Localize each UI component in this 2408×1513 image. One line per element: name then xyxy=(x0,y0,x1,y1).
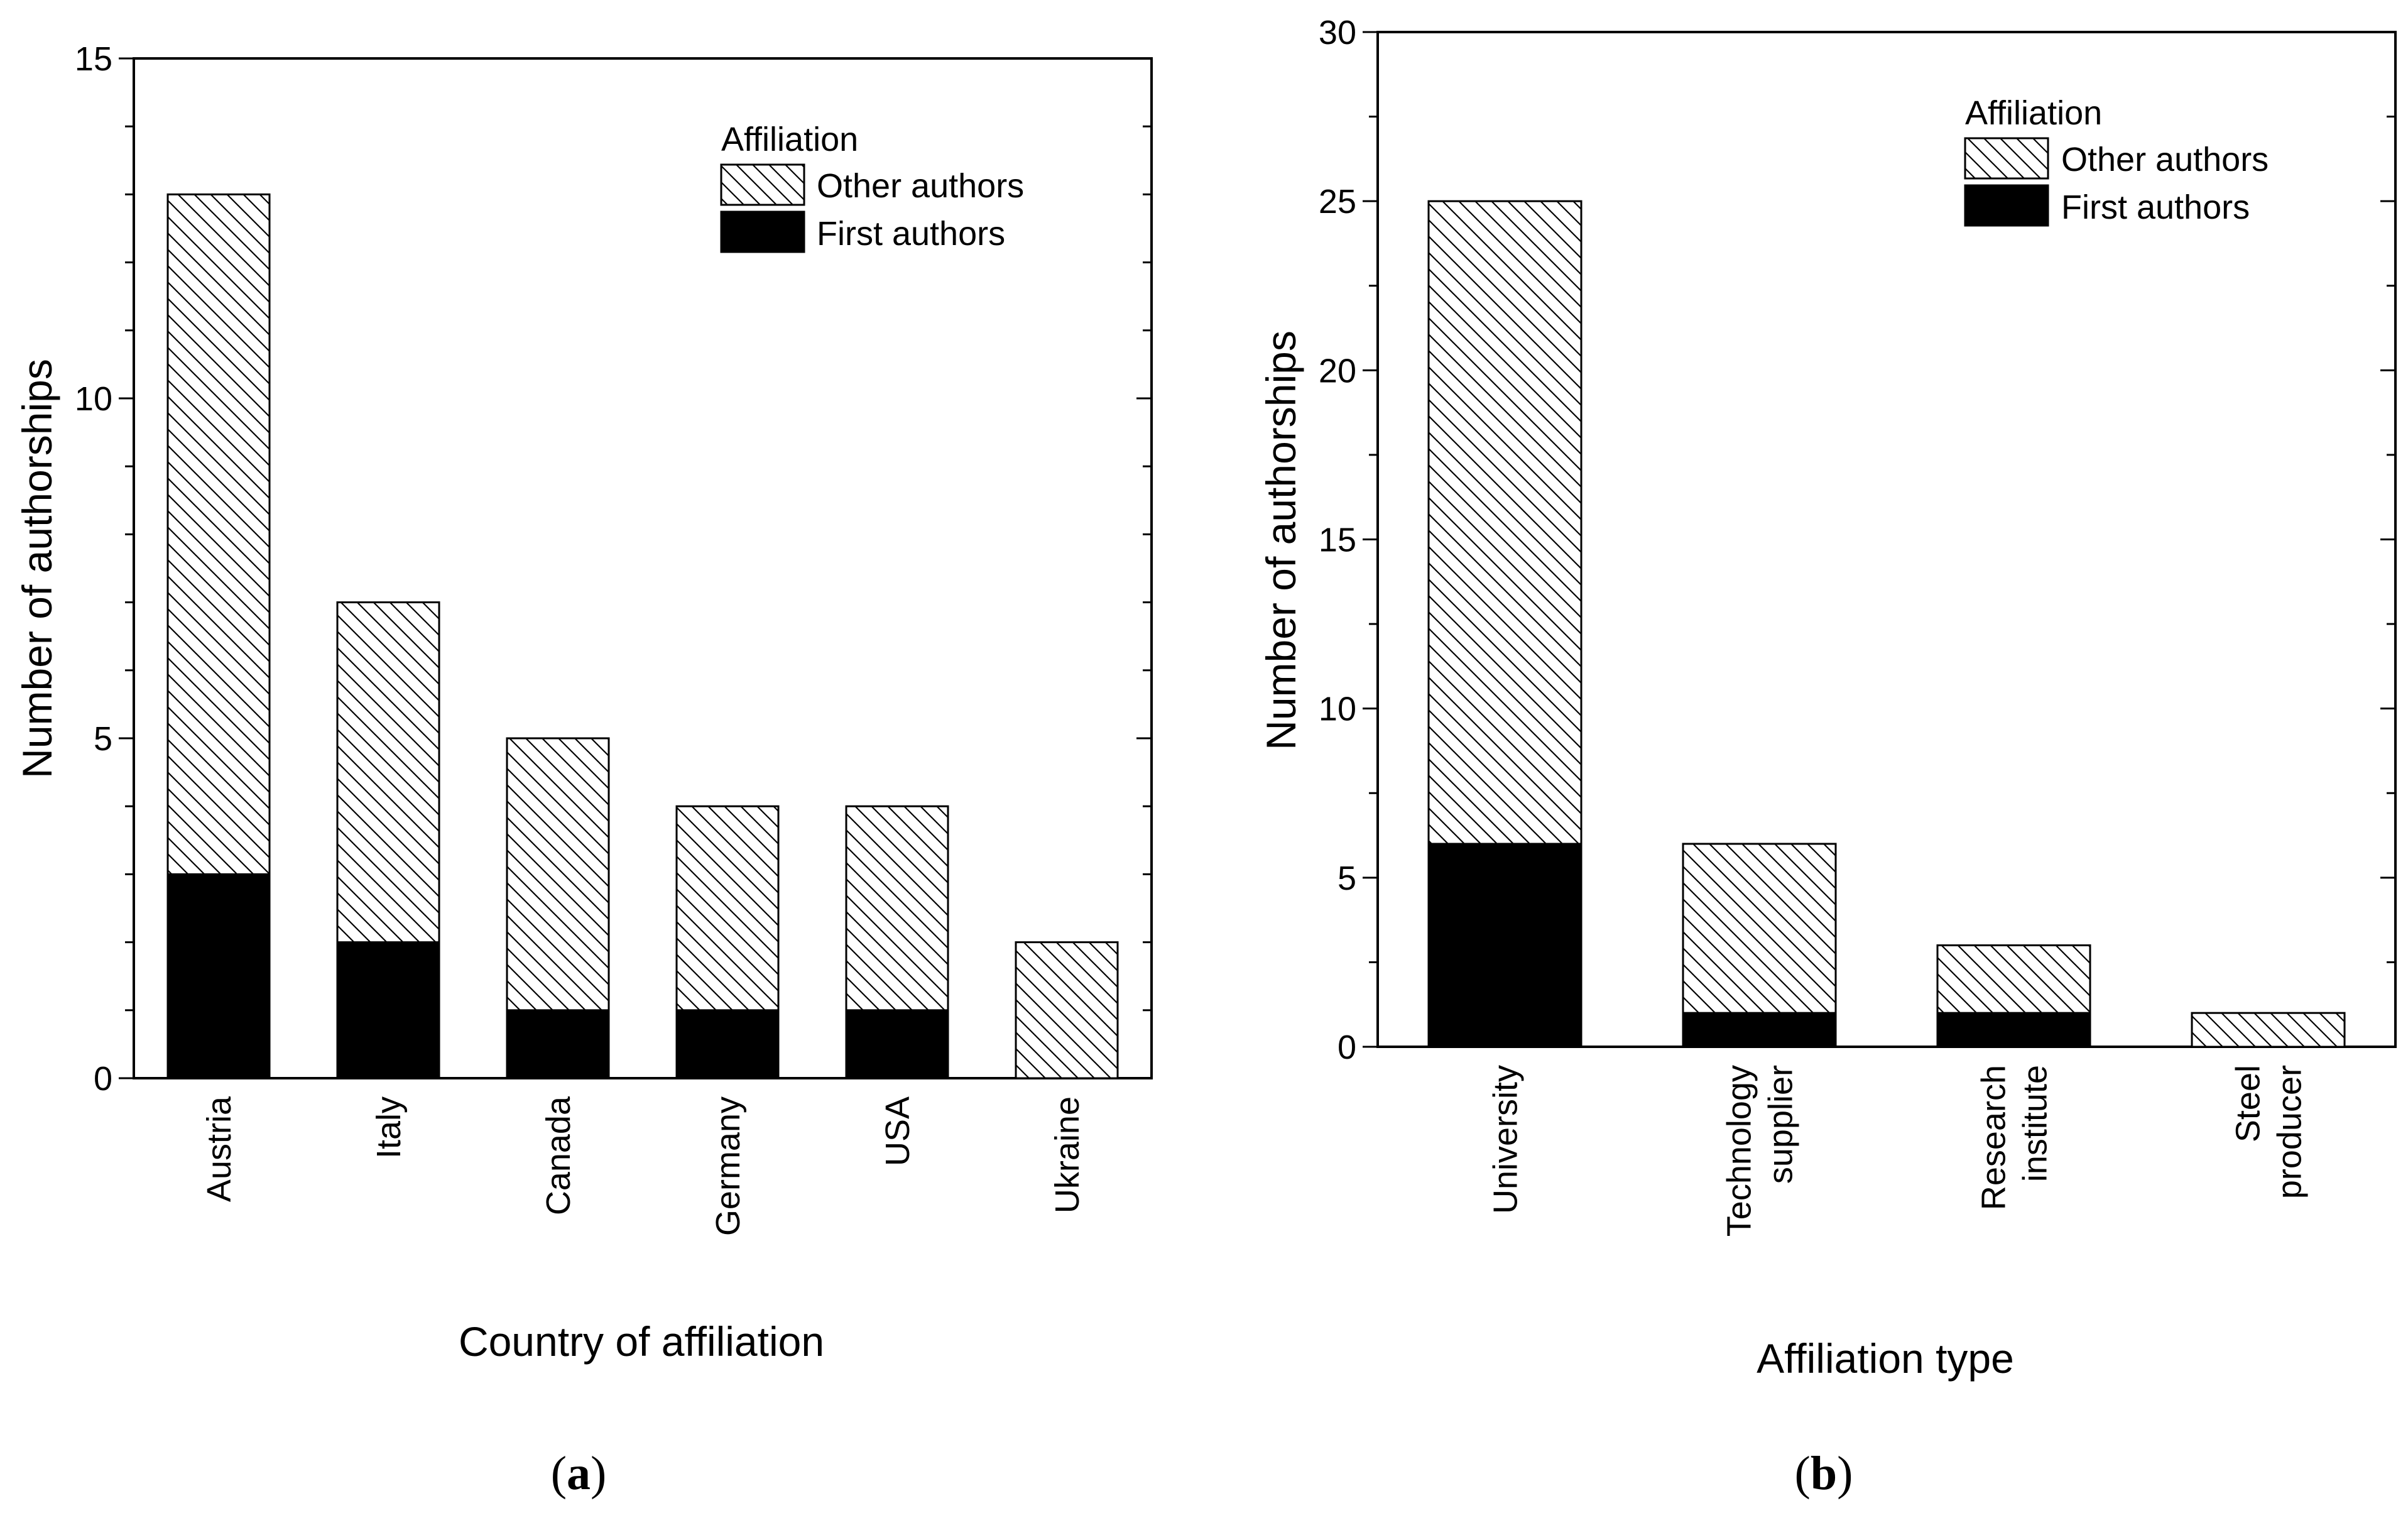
y-axis-label-b: Number of authorships xyxy=(1258,330,1304,750)
x-tick-label: Ukraine xyxy=(1049,1096,1086,1213)
y-tick-label: 0 xyxy=(1337,1029,1356,1066)
bar-other-authors xyxy=(2191,1012,2346,1048)
legend-label-first-b: First authors xyxy=(2061,188,2250,226)
legend-label-other-a: Other authors xyxy=(817,167,1024,205)
bar-other-authors xyxy=(1015,941,1119,1079)
y-tick-label: 25 xyxy=(1319,183,1356,221)
x-tick-label: University xyxy=(1487,1065,1525,1214)
x-axis-label-b: Affiliation type xyxy=(1757,1335,2014,1382)
y-tick-label: 15 xyxy=(75,40,112,78)
bar-first-authors xyxy=(336,941,440,1079)
legend-label-first-a: First authors xyxy=(817,215,1005,253)
bar-first-authors xyxy=(675,1009,780,1079)
x-tick-label: Germany xyxy=(709,1096,747,1236)
y-tick-label: 10 xyxy=(75,380,112,418)
x-tick-label: producer xyxy=(2271,1065,2309,1199)
x-tick-label: Italy xyxy=(370,1096,408,1159)
bar-first-authors xyxy=(506,1009,610,1079)
x-tick-label: Steel xyxy=(2230,1065,2267,1142)
legend-swatch-first-a xyxy=(720,210,805,253)
chart-panel-a: 0 5 10 15 Austria Italy Canada Germany USA Ukrain… xyxy=(14,40,1153,1500)
legend-label-other-b: Other authors xyxy=(2061,141,2269,178)
panel-label-b: (b) xyxy=(1795,1447,1853,1500)
x-tick-label: Technology xyxy=(1721,1065,1758,1237)
bar-first-authors xyxy=(1936,1012,2091,1048)
bar-other-authors xyxy=(1682,843,1837,1014)
y-tick-label: 15 xyxy=(1319,522,1356,559)
legend-a: Affiliation Other authors First authors xyxy=(720,121,1024,253)
legend-title-a: Affiliation xyxy=(721,121,858,158)
legend-swatch-other-a xyxy=(720,163,805,206)
y-tick-label: 30 xyxy=(1319,14,1356,52)
bar-other-authors xyxy=(1427,200,1583,845)
y-tick-label: 0 xyxy=(94,1060,112,1098)
bar-other-authors xyxy=(506,737,610,1012)
y-tick-label: 5 xyxy=(1337,860,1356,897)
x-axis-label-a: Country of affiliation xyxy=(459,1318,824,1365)
plot-frame-a xyxy=(133,57,1153,1079)
bar-first-authors xyxy=(1682,1012,1837,1048)
y-axis-label-a: Number of authorships xyxy=(14,359,60,778)
legend-b: Affiliation Other authors First authors xyxy=(1964,94,2269,227)
bar-other-authors xyxy=(845,805,949,1012)
chart-panel-b: 0 5 10 15 20 25 30 University Technology supplier… xyxy=(1258,14,2397,1500)
x-tick-label: Austria xyxy=(200,1096,238,1202)
bar-other-authors xyxy=(336,601,440,944)
x-tick-label: supplier xyxy=(1762,1065,1800,1184)
bar-other-authors xyxy=(166,193,271,875)
x-tick-label: Canada xyxy=(540,1096,577,1215)
y-tick-label: 20 xyxy=(1319,352,1356,390)
x-tick-label: Research xyxy=(1975,1065,2013,1210)
panel-label-a: (a) xyxy=(551,1447,607,1500)
x-tick-label: institute xyxy=(2017,1065,2054,1182)
bar-first-authors xyxy=(1427,843,1583,1048)
bar-other-authors xyxy=(1936,944,2091,1014)
legend-swatch-other-b xyxy=(1964,137,2049,180)
bar-first-authors xyxy=(845,1009,949,1079)
x-tick-label: USA xyxy=(879,1096,917,1166)
y-tick-label: 10 xyxy=(1319,691,1356,728)
bar-first-authors xyxy=(166,873,271,1079)
y-tick-label: 5 xyxy=(94,720,112,758)
legend-title-b: Affiliation xyxy=(1965,94,2102,132)
legend-swatch-first-b xyxy=(1964,184,2049,227)
bar-other-authors xyxy=(675,805,780,1012)
